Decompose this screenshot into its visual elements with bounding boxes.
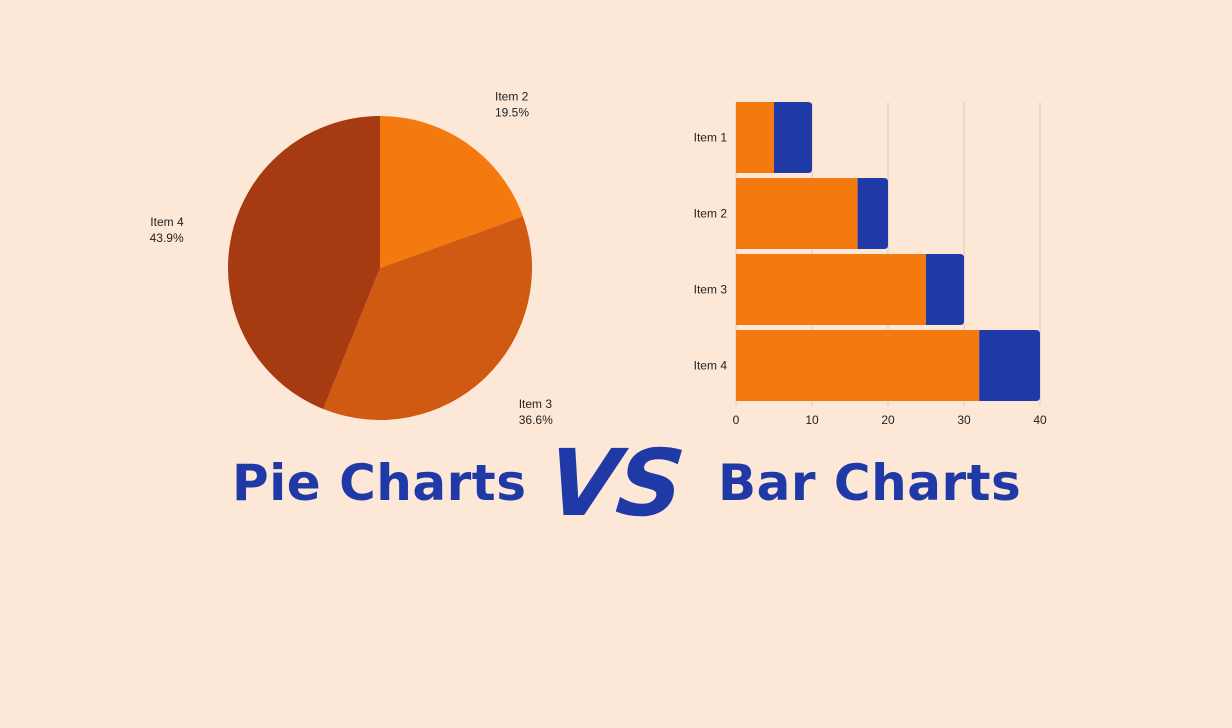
x-tick-label: 40	[1033, 413, 1047, 427]
pie-slice-item-3	[323, 216, 532, 420]
bar-segment-item-2-s1	[736, 178, 858, 249]
bar-segment-item-4-s1	[736, 330, 980, 401]
x-tick-label: 10	[805, 413, 819, 427]
pie-slice-item-4	[228, 115, 380, 409]
x-tick-label: 30	[957, 413, 971, 427]
bar-segment-item-1-s2	[774, 102, 812, 173]
bar-segment-item-3-s2	[926, 254, 964, 325]
pie-label-name: Item 3	[519, 397, 553, 411]
y-category-label: Item 2	[694, 207, 728, 221]
y-category-label: Item 3	[694, 283, 728, 297]
pie-label-name: Item 2	[495, 89, 529, 103]
pie-label-percent: 43.9%	[150, 231, 184, 245]
bar-chart: 0 10 20 30 40 Item 1 Item 2 Item 3 Item 4	[694, 102, 1047, 427]
x-tick-label: 20	[881, 413, 895, 427]
y-category-label: Item 4	[694, 359, 728, 373]
pie-label-percent: 36.6%	[519, 413, 553, 427]
bar-segment-item-4-s2	[979, 330, 1040, 401]
pie-label-name: Item 4	[150, 215, 184, 229]
y-category-label: Item 1	[694, 131, 728, 145]
bar-segment-item-2-s2	[857, 178, 888, 249]
bar-segment-item-3-s1	[736, 254, 926, 325]
pie-chart: Item 2 19.5% Item 3 36.6% Item 4 43.9%	[150, 89, 553, 427]
bar-segment-item-1-s1	[736, 102, 774, 173]
x-tick-label: 0	[733, 413, 740, 427]
pie-charts-heading: Pie Charts	[232, 454, 527, 512]
vs-heading: VS	[542, 430, 688, 537]
bar-charts-heading: Bar Charts	[718, 454, 1022, 512]
pie-label-percent: 19.5%	[495, 105, 529, 119]
pie-slice-item-2	[380, 116, 524, 268]
